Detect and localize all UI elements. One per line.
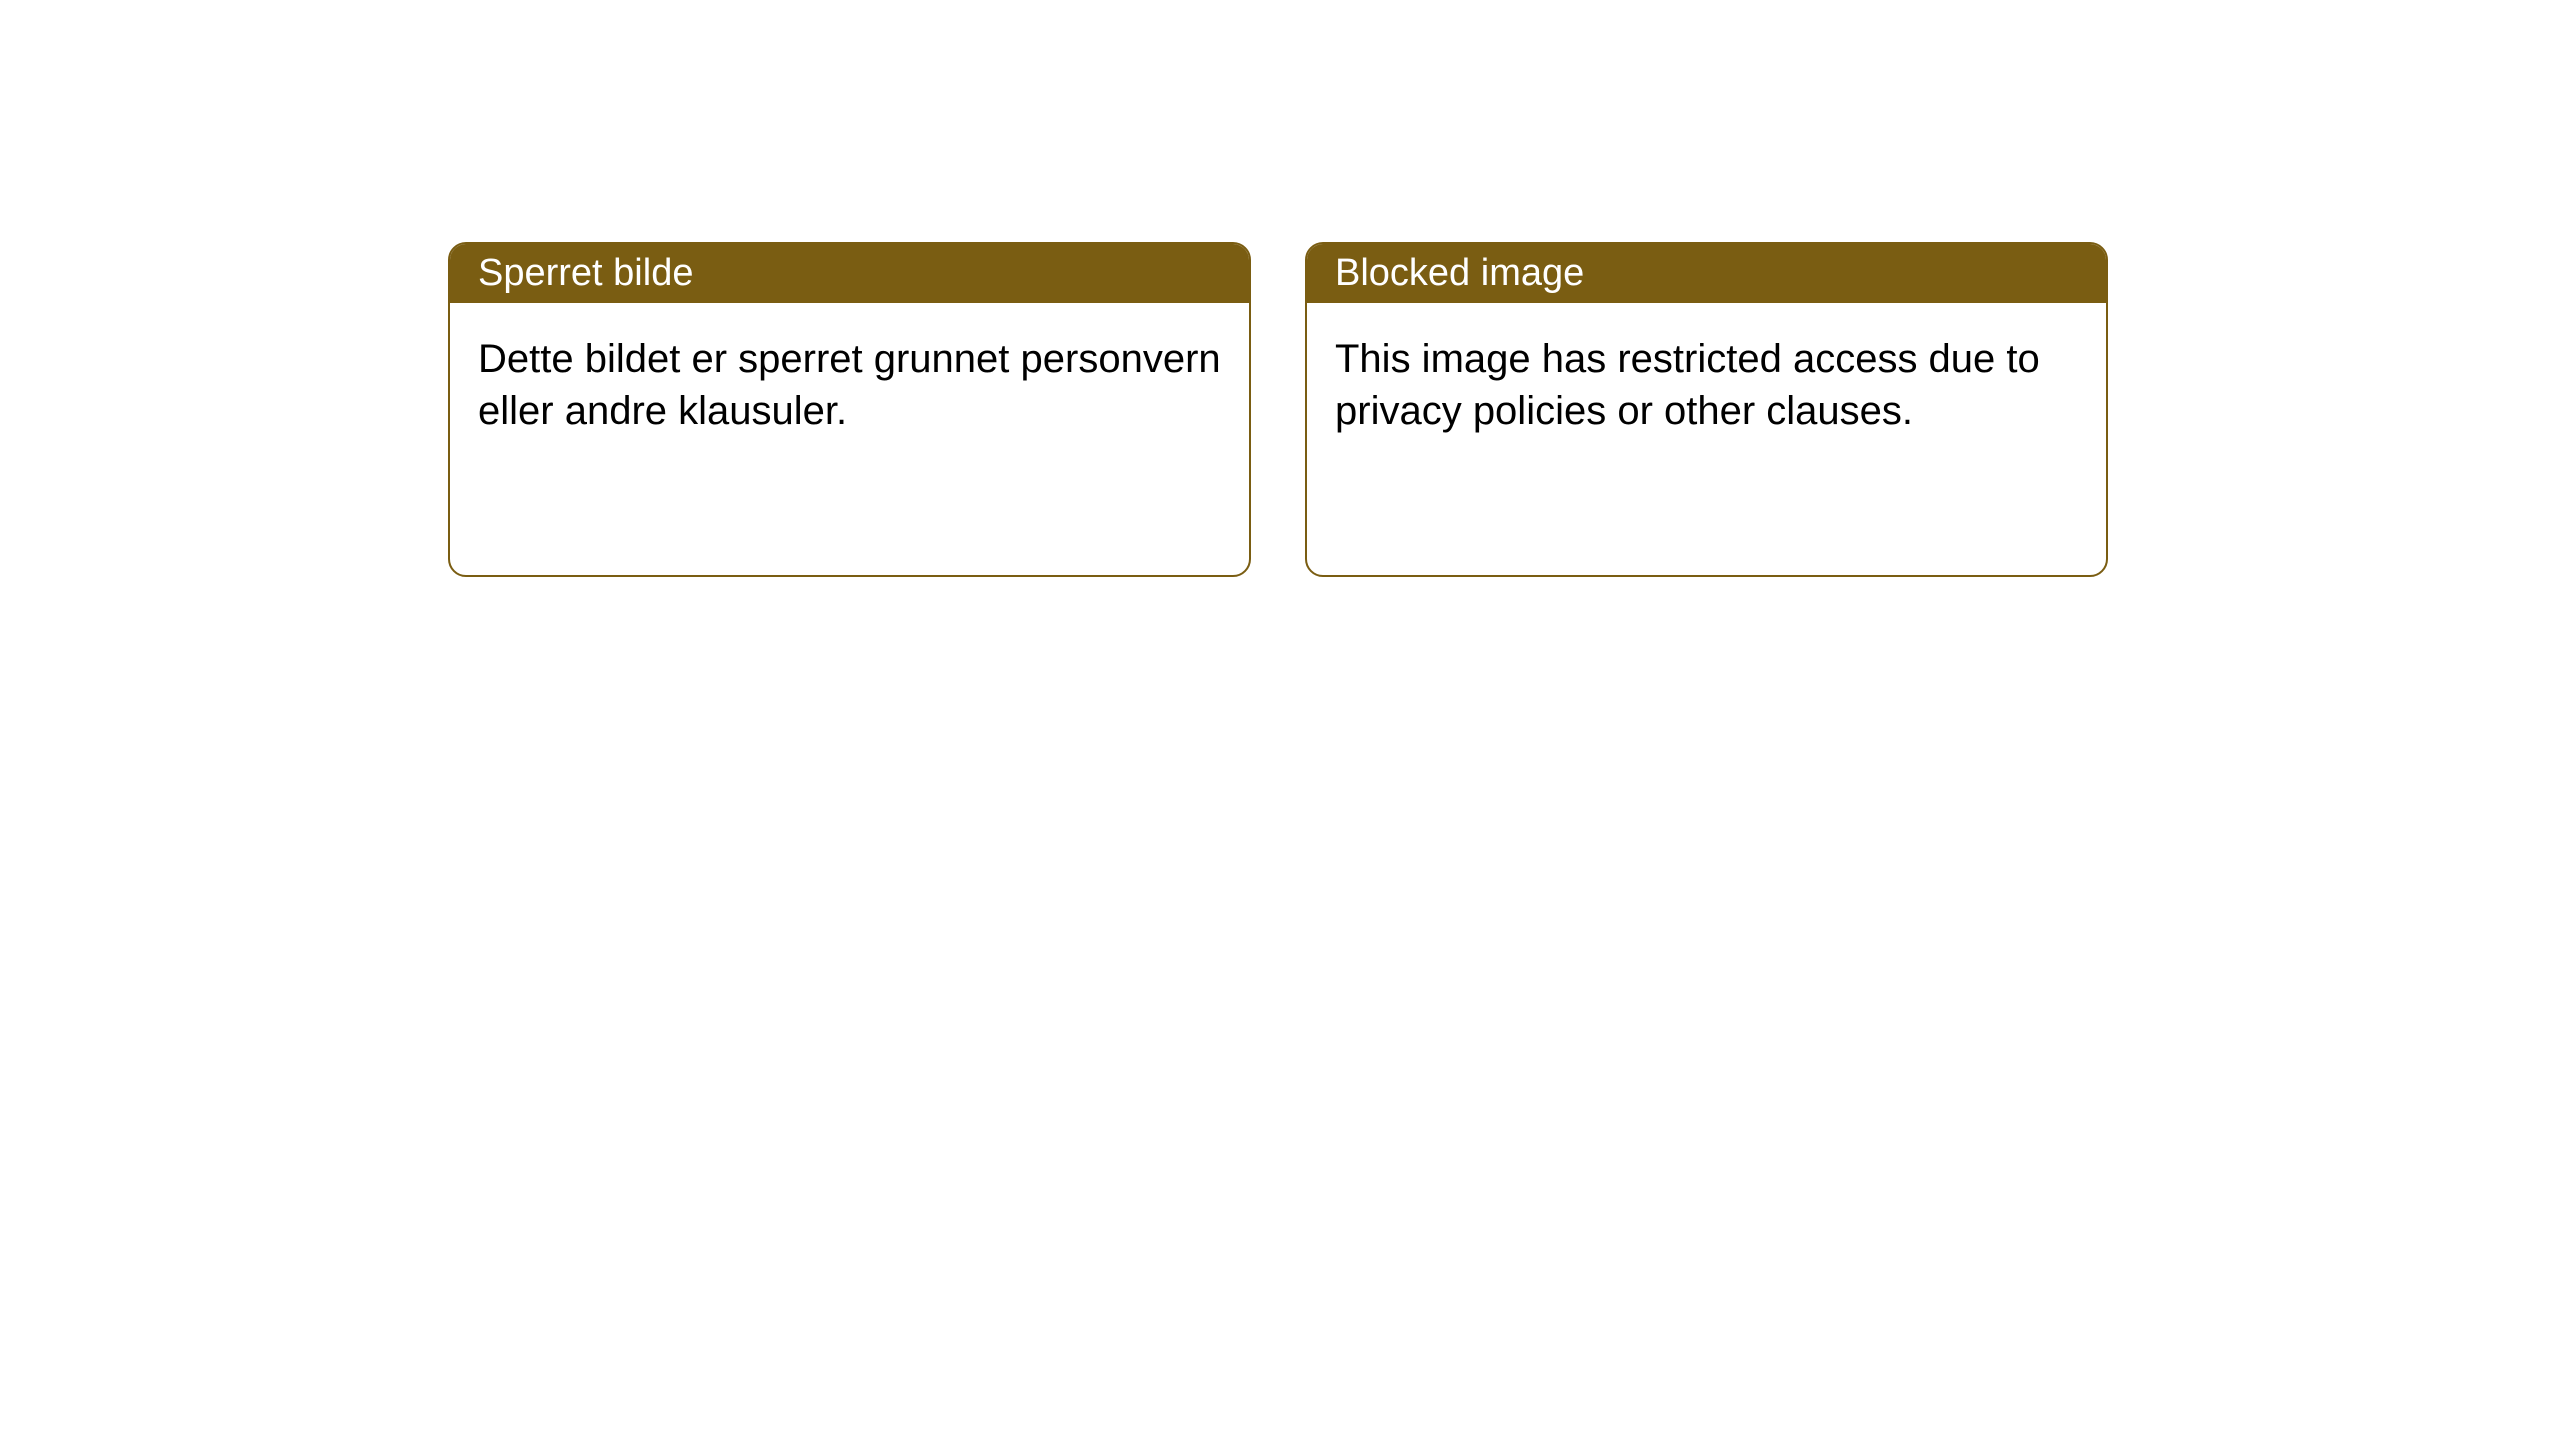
notice-card-norwegian: Sperret bilde Dette bildet er sperret gr… (448, 242, 1251, 577)
notice-body-text: Dette bildet er sperret grunnet personve… (478, 337, 1221, 433)
notice-card-english: Blocked image This image has restricted … (1305, 242, 2108, 577)
notice-header: Sperret bilde (450, 244, 1249, 303)
notice-container: Sperret bilde Dette bildet er sperret gr… (0, 0, 2560, 577)
notice-title: Blocked image (1335, 252, 1584, 295)
notice-body: Dette bildet er sperret grunnet personve… (450, 303, 1249, 467)
notice-body-text: This image has restricted access due to … (1335, 337, 2040, 433)
notice-title: Sperret bilde (478, 252, 693, 295)
notice-body: This image has restricted access due to … (1307, 303, 2106, 467)
notice-header: Blocked image (1307, 244, 2106, 303)
